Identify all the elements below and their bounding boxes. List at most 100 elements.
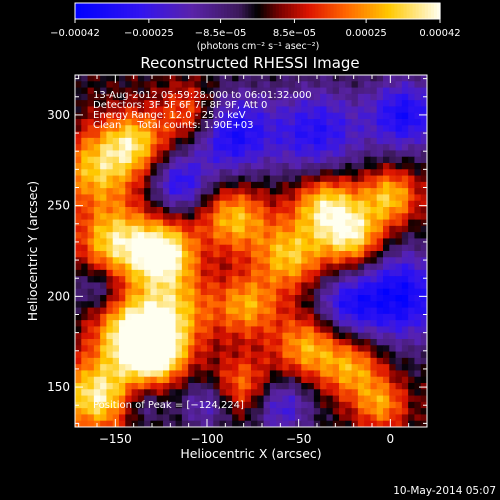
heatmap-cell [181, 257, 189, 265]
heatmap-cell [131, 244, 139, 252]
heatmap-cell [276, 307, 283, 315]
heatmap-cell [345, 282, 353, 290]
heatmap-cell [119, 295, 126, 302]
heatmap-cell [119, 144, 126, 151]
heatmap-cell [131, 332, 139, 340]
heatmap-cell [200, 106, 208, 114]
heatmap-cell [156, 188, 164, 195]
heatmap-cell [288, 295, 296, 302]
heatmap-cell [301, 401, 309, 409]
heatmap-cell [370, 219, 378, 227]
heatmap-cell [112, 219, 120, 227]
heatmap-cell [207, 251, 214, 258]
heatmap-cell [364, 225, 371, 233]
heatmap-cell [244, 326, 252, 334]
heatmap-cell [106, 232, 114, 239]
heatmap-cell [87, 257, 95, 265]
heatmap-cell [389, 112, 397, 120]
heatmap-cell [125, 326, 133, 334]
heatmap-cell [395, 156, 403, 164]
heatmap-cell [339, 225, 346, 233]
heatmap-cell [194, 175, 202, 183]
heatmap-cell [420, 200, 428, 208]
heatmap-cell [93, 112, 101, 120]
heatmap-cell [144, 395, 151, 403]
heatmap-cell [75, 194, 82, 202]
heatmap-cell [288, 119, 296, 126]
heatmap-cell [200, 200, 208, 208]
heatmap-cell [194, 119, 202, 126]
heatmap-cell [389, 269, 397, 277]
heatmap-cell [326, 156, 334, 164]
heatmap-cell [263, 106, 271, 114]
heatmap-cell [295, 383, 302, 390]
heatmap-cell [213, 395, 221, 403]
heatmap-cell [163, 131, 170, 139]
heatmap-cell [100, 339, 107, 346]
heatmap-cell [351, 364, 359, 371]
heatmap-cell [276, 219, 283, 227]
heatmap-cell [288, 106, 296, 114]
heatmap-cell [383, 251, 390, 258]
heatmap-cell [351, 339, 359, 346]
heatmap-cell [257, 313, 265, 321]
heatmap-cell [351, 376, 359, 384]
heatmap-cell [370, 200, 378, 208]
heatmap-cell [75, 163, 82, 170]
heatmap-cell [420, 282, 428, 290]
heatmap-cell [181, 232, 189, 239]
heatmap-cell [112, 144, 120, 151]
heatmap-cell [100, 181, 107, 189]
heatmap-cell [276, 320, 283, 327]
heatmap-cell [282, 238, 290, 246]
heatmap-cell [93, 320, 101, 327]
heatmap-cell [125, 263, 133, 271]
heatmap-cell [150, 175, 158, 183]
heatmap-cell [257, 150, 265, 158]
heatmap-cell [150, 232, 158, 239]
heatmap-cell [395, 163, 403, 170]
heatmap-cell [282, 420, 290, 428]
heatmap-cell [131, 263, 139, 271]
heatmap-cell [288, 257, 296, 265]
heatmap-cell [112, 200, 120, 208]
heatmap-cell [175, 150, 183, 158]
heatmap-cell [244, 125, 252, 133]
heatmap-cell [320, 87, 327, 95]
heatmap-cell [295, 307, 302, 315]
heatmap-cell [251, 200, 258, 208]
heatmap-cell [100, 112, 107, 120]
heatmap-cell [87, 207, 95, 214]
heatmap-cell [263, 181, 271, 189]
heatmap-cell [137, 389, 145, 397]
heatmap-cell [219, 301, 227, 309]
heatmap-cell [345, 144, 353, 151]
heatmap-cell [408, 93, 415, 101]
heatmap-cell [112, 257, 120, 265]
heatmap-cell [389, 326, 397, 334]
colorbar-segment [376, 3, 380, 19]
heatmap-cell [100, 81, 107, 89]
heatmap-cell [251, 357, 258, 365]
heatmap-cell [150, 144, 158, 151]
heatmap-cell [144, 326, 151, 334]
heatmap-cell [238, 320, 246, 327]
heatmap-cell [169, 219, 177, 227]
heatmap-cell [131, 137, 139, 145]
heatmap-cell [207, 119, 214, 126]
heatmap-cell [395, 119, 403, 126]
heatmap-cell [150, 112, 158, 120]
heatmap-cell [389, 119, 397, 126]
heatmap-cell [408, 244, 415, 252]
colorbar-segment [187, 3, 192, 19]
heatmap-cell [351, 137, 359, 145]
heatmap-cell [282, 276, 290, 283]
heatmap-cell [125, 213, 133, 221]
heatmap-cell [125, 181, 133, 189]
heatmap-cell [282, 326, 290, 334]
heatmap-cell [75, 81, 82, 89]
heatmap-cell [414, 370, 422, 378]
heatmap-cell [301, 119, 309, 126]
heatmap-cell [263, 213, 271, 221]
heatmap-cell [313, 389, 321, 397]
